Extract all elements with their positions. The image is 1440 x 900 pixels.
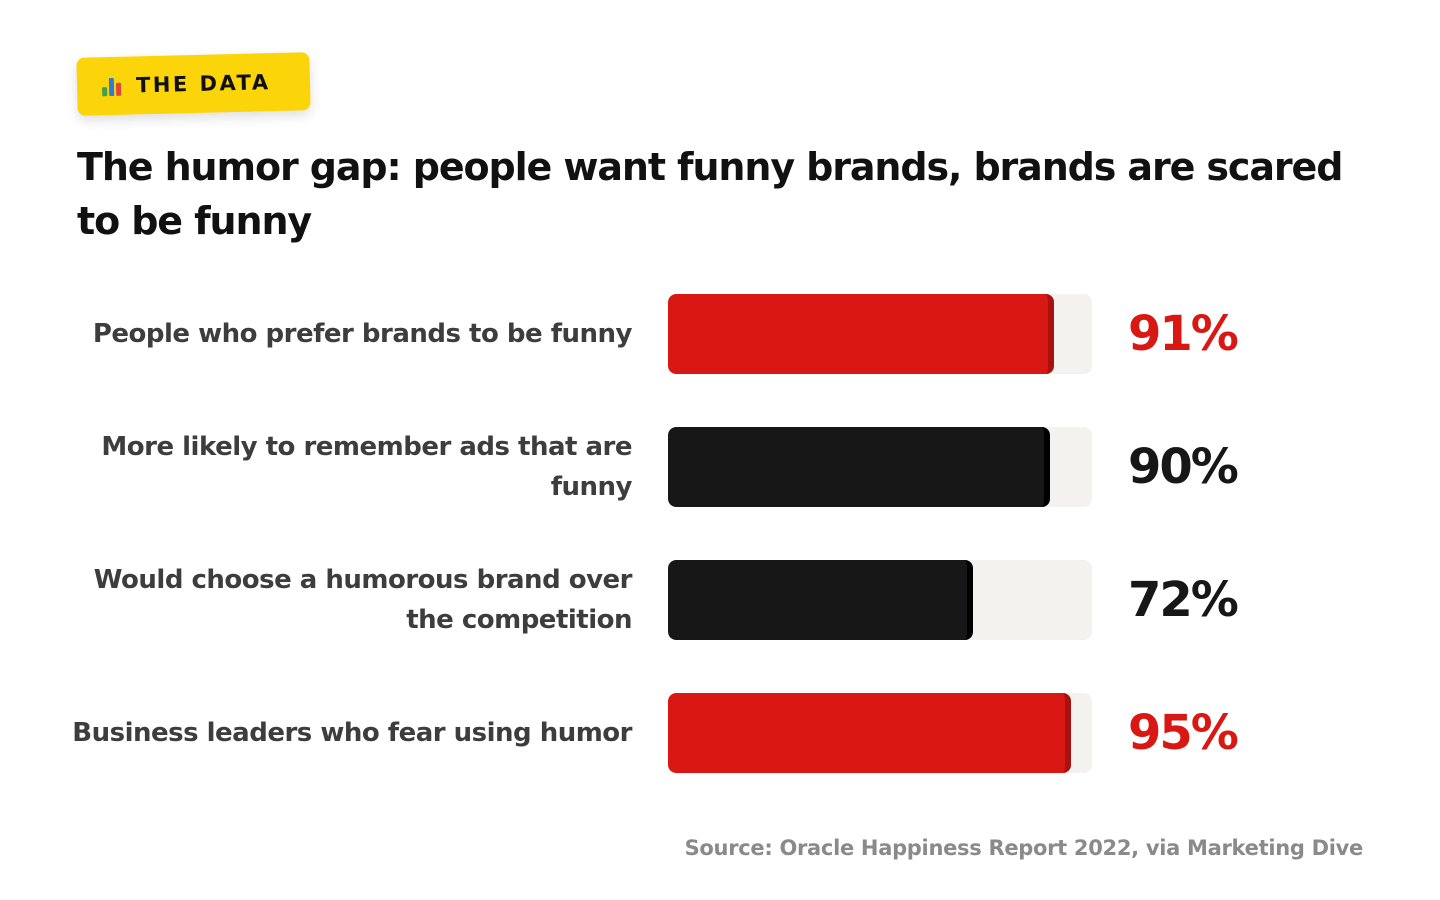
bar-track	[668, 693, 1092, 773]
bar-label: Business leaders who fear using humor	[72, 718, 632, 748]
bar-label: More likely to remember ads that are fun…	[101, 432, 632, 502]
source-note: Source: Oracle Happiness Report 2022, vi…	[684, 836, 1364, 860]
chart-title: The humor gap: people want funny brands,…	[77, 145, 1343, 243]
bar-value-label: 90%	[1128, 439, 1239, 495]
bar	[668, 560, 974, 640]
bar-value-label: 72%	[1128, 572, 1239, 628]
bar-label: People who prefer brands to be funny	[92, 319, 633, 349]
bar-track	[668, 560, 1092, 640]
bar-track	[668, 294, 1092, 374]
the-data-badge: THE DATA	[76, 52, 311, 116]
bar-label: Would choose a humorous brand over the c…	[93, 565, 633, 635]
bar-value-label: 95%	[1128, 705, 1239, 761]
bar	[668, 693, 1071, 773]
bar	[668, 427, 1050, 507]
bar-value-label: 91%	[1128, 306, 1239, 362]
bar-track	[668, 427, 1092, 507]
badge-label: THE DATA	[135, 70, 271, 98]
bar-chart-icon	[102, 76, 124, 97]
bar	[668, 294, 1054, 374]
